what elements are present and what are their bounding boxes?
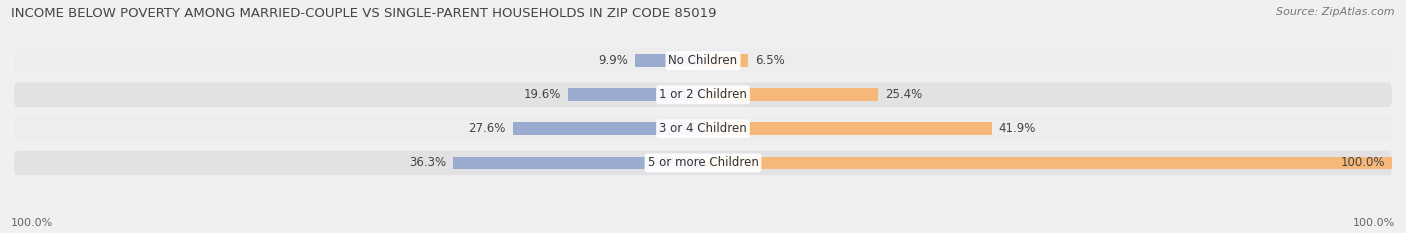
Text: 100.0%: 100.0% [1353, 218, 1395, 228]
Text: 100.0%: 100.0% [1340, 157, 1385, 169]
Bar [703, 157, 1392, 169]
Text: 5 or more Children: 5 or more Children [648, 157, 758, 169]
Text: 36.3%: 36.3% [409, 157, 446, 169]
Text: Source: ZipAtlas.com: Source: ZipAtlas.com [1277, 7, 1395, 17]
Text: 1 or 2 Children: 1 or 2 Children [659, 88, 747, 101]
Bar [634, 54, 703, 67]
Bar [568, 88, 703, 101]
FancyBboxPatch shape [14, 151, 1392, 175]
FancyBboxPatch shape [14, 82, 1392, 107]
Text: 100.0%: 100.0% [11, 218, 53, 228]
Bar [703, 122, 991, 135]
Text: 19.6%: 19.6% [523, 88, 561, 101]
Text: 41.9%: 41.9% [998, 122, 1036, 135]
FancyBboxPatch shape [14, 116, 1392, 141]
Bar [703, 88, 877, 101]
FancyBboxPatch shape [14, 48, 1392, 73]
Bar [703, 54, 748, 67]
Text: 25.4%: 25.4% [884, 88, 922, 101]
Bar [453, 157, 703, 169]
Text: 3 or 4 Children: 3 or 4 Children [659, 122, 747, 135]
Text: 6.5%: 6.5% [755, 54, 785, 67]
Bar [513, 122, 703, 135]
Legend: Married Couples, Single Parents: Married Couples, Single Parents [586, 231, 820, 233]
Text: No Children: No Children [668, 54, 738, 67]
Text: 27.6%: 27.6% [468, 122, 506, 135]
Text: 9.9%: 9.9% [598, 54, 628, 67]
Text: INCOME BELOW POVERTY AMONG MARRIED-COUPLE VS SINGLE-PARENT HOUSEHOLDS IN ZIP COD: INCOME BELOW POVERTY AMONG MARRIED-COUPL… [11, 7, 717, 20]
